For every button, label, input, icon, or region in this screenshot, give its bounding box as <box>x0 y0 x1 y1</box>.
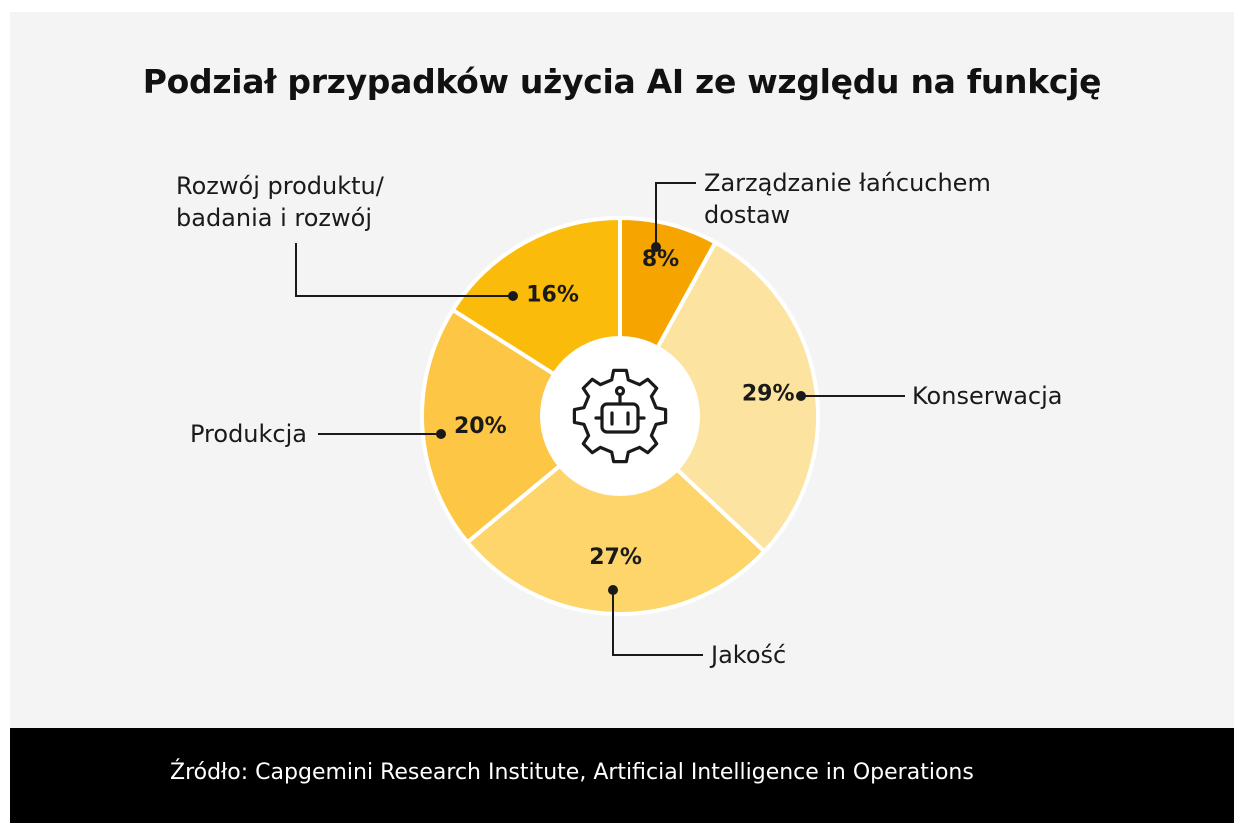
leader-dot-rnd <box>508 291 518 301</box>
leader-line-quality <box>612 590 703 656</box>
gear-robot-icon <box>572 368 668 464</box>
source-text: Źródło: Capgemini Research Institute, Ar… <box>170 760 974 785</box>
pie-slice-production <box>420 307 624 546</box>
category-label-maintenance: Konserwacja <box>912 382 1062 410</box>
center-hole <box>540 336 700 496</box>
gear-outline <box>572 368 668 464</box>
pct-label-quality: 27% <box>589 545 642 570</box>
pct-label-supply-chain: 8% <box>642 247 679 272</box>
chart-labels: 8% Zarządzanie łańcuchem dostaw 29% Konserwa… <box>176 169 1062 669</box>
leader-dot-production <box>436 429 446 439</box>
leader-line-supply-chain <box>655 182 696 247</box>
pct-label-rnd: 16% <box>526 282 579 307</box>
source-footer: Źródło: Capgemini Research Institute, Ar… <box>10 728 1234 823</box>
pct-label-production: 20% <box>454 414 507 439</box>
leader-dot-supply-chain <box>651 242 661 252</box>
pie-slice-maintenance <box>617 239 820 555</box>
leader-dot-quality <box>608 585 618 595</box>
chart-title: Podział przypadków użycia AI ze względu … <box>142 62 1102 101</box>
category-label-production: Produkcja <box>190 420 307 448</box>
pct-label-maintenance: 29% <box>742 382 795 407</box>
leader-dot-maintenance <box>796 391 806 401</box>
chart-slices <box>420 215 820 617</box>
leader-line-rnd <box>295 243 513 297</box>
category-label-supply-chain: Zarządzanie łańcuchem dostaw <box>704 169 991 229</box>
robot-antenna-tip <box>614 385 626 397</box>
category-label-quality: Jakość <box>709 641 786 669</box>
category-label-rnd: Rozwój produktu/badania i rozwój <box>176 172 385 232</box>
leader-lines <box>295 182 905 656</box>
